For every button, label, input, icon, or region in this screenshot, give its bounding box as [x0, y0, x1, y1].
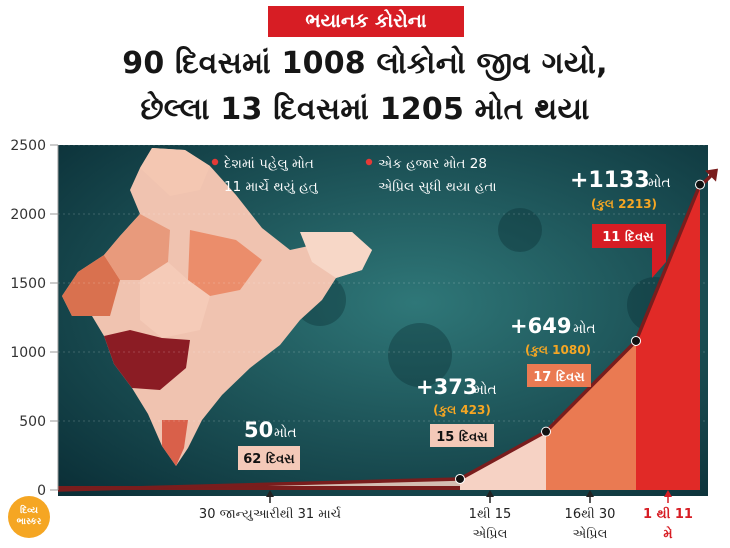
headline-line1: 90 દિવસમાં 1008 લોકોનો જીવ ગયો,: [122, 46, 608, 81]
india-map: [62, 148, 372, 466]
annot-1-days: 62 દિવસ: [243, 450, 295, 467]
note-2-line1: એક હજાર મોત 28: [378, 155, 487, 172]
note-first-death: દેશમાં પહેલુ મોત 11 માર્ચે થયું હતુ: [211, 154, 318, 195]
annot-3-deaths: +649: [510, 314, 571, 338]
data-point-3: [631, 335, 641, 346]
line-arrow-head: [705, 168, 718, 182]
annot-3-total: (કુલ 1080): [525, 343, 591, 358]
annot-1-days-box: [238, 446, 300, 470]
y-tick-label-1500: 1500: [10, 276, 46, 292]
annot-1-deaths: 50: [244, 418, 273, 442]
x-arrow-head-4: [664, 490, 672, 497]
annot-4-days-box: [592, 224, 666, 278]
annot-4-unit: મોત: [648, 174, 671, 191]
y-tick-label-1000: 1000: [10, 345, 46, 361]
brand-logo: દિવ્ય ભાસ્કર: [8, 496, 50, 538]
annot-2-total: (કુલ 423): [433, 403, 491, 418]
y-tick-label-500: 500: [19, 414, 46, 430]
logo-text-2: ભાસ્કર: [16, 517, 42, 527]
x-label-2-line1: 1થી 15: [469, 506, 512, 522]
annot-4-days: 11 દિવસ: [602, 228, 654, 245]
annot-4-deaths: +1133: [570, 168, 650, 193]
baseline-strip: [58, 486, 460, 490]
section-tag: ભયાનક કોરોના: [268, 6, 464, 37]
area-segments: [58, 184, 700, 490]
data-point-4: [695, 179, 705, 190]
series-line-group: [57, 168, 718, 492]
data-point-2: [541, 426, 551, 437]
data-point-1: [455, 473, 465, 484]
x-label-3-line2: એપ્રિલ: [573, 526, 608, 542]
annot-2-unit: મોત: [474, 381, 497, 398]
y-tick-label-2500: 2500: [10, 138, 46, 154]
annot-2-deaths: +373: [416, 375, 477, 399]
note-2-line2: એપ્રિલ સુધી થયા હતા: [378, 178, 497, 195]
annot-3-days: 17 દિવસ: [533, 368, 585, 385]
logo-text-1: દિવ્ય: [20, 506, 38, 516]
x-label-4-line1: 1 થી 11: [643, 505, 693, 522]
note-thousand-deaths: એક હજાર મોત 28 એપ્રિલ સુધી થયા હતા: [365, 155, 497, 195]
area-segment-3: [546, 340, 636, 490]
x-arrow-head-3: [586, 490, 594, 497]
annot-2-days-box: [430, 424, 494, 447]
annot-4-total: (કુલ 2213): [591, 197, 657, 212]
y-tick-label-0: 0: [37, 483, 46, 499]
annot-3-unit: મોત: [573, 320, 596, 337]
area-segment-2: [460, 431, 546, 490]
y-tick-label-2000: 2000: [10, 207, 46, 223]
annot-2-days: 15 દિવસ: [436, 428, 488, 445]
headline-line2: છેલ્લા 13 દિવસમાં 1205 મોત થયા: [140, 92, 590, 127]
x-label-3-line1: 16થી 30: [565, 506, 616, 522]
y-axis: 0 500 1000 1500 2000 2500: [10, 138, 59, 499]
area-segment-4: [636, 184, 700, 490]
note-1-line1: દેશમાં પહેલુ મોત: [224, 154, 314, 172]
x-arrow-head-2: [486, 490, 494, 497]
x-arrow-head-1: [266, 490, 274, 497]
annot-1-unit: મોત: [274, 424, 297, 441]
x-label-1-line1: 30 જાન્યુઆરીથી 31 માર્ચ: [199, 506, 341, 522]
annot-3-days-box: [527, 364, 591, 387]
x-label-4-line2: મે: [663, 525, 672, 542]
x-label-2-line2: એપ્રિલ: [473, 526, 508, 542]
note-1-line2: 11 માર્ચે થયું હતુ: [224, 178, 318, 195]
x-axis-labels: 30 જાન્યુઆરીથી 31 માર્ચ 1થી 15 એપ્રિલ 16થી …: [199, 490, 693, 542]
